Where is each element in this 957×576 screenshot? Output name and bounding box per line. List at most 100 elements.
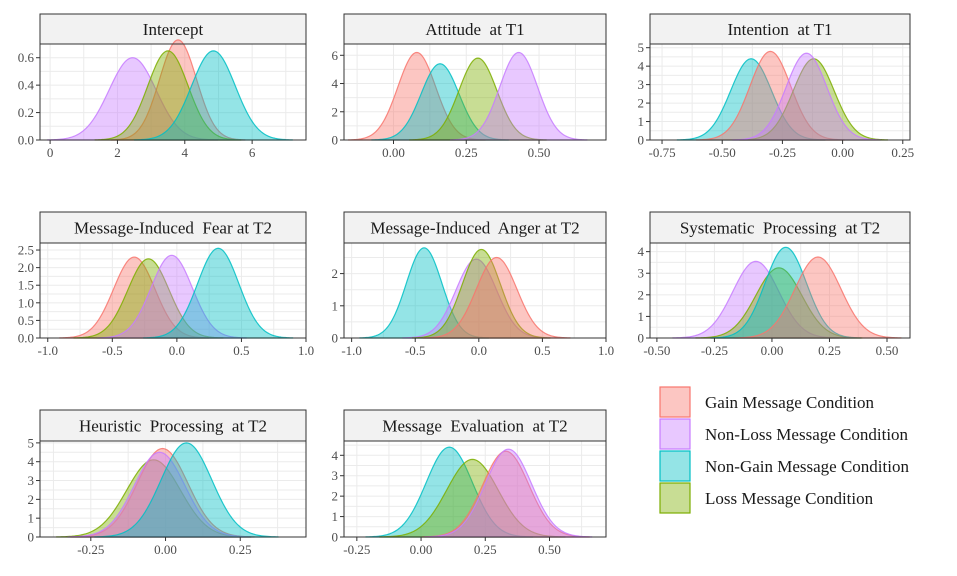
- density-area-gain: [348, 51, 486, 141]
- legend-label: Loss Message Condition: [705, 489, 874, 508]
- legend-swatch: [659, 482, 691, 514]
- legend: Gain Message Condition Non-Loss Message C…: [659, 386, 909, 514]
- y-tick-label: 0: [638, 331, 645, 346]
- y-tick-label: 4: [332, 448, 339, 463]
- panel-background: [344, 44, 606, 140]
- x-tick-label: 1.0: [598, 343, 614, 358]
- y-tick-label: 2: [332, 489, 339, 504]
- x-tick-label: 0.0: [471, 343, 487, 358]
- x-tick-label: -0.25: [343, 542, 370, 557]
- density-area-nonloss: [67, 451, 252, 538]
- y-tick-label: 4: [28, 454, 35, 469]
- legend-label: Gain Message Condition: [705, 393, 875, 412]
- panel-border: [39, 242, 307, 339]
- density-area-nongain: [365, 446, 534, 538]
- density-area-nongain: [94, 442, 279, 538]
- legend-swatch: [659, 450, 691, 482]
- facet-title: Heuristic Processing at T2: [79, 417, 267, 436]
- x-tick-label: 0.25: [474, 542, 497, 557]
- legend-item-nonloss: Non-Loss Message Condition: [659, 418, 909, 450]
- density-area-nonloss: [424, 448, 593, 538]
- density-area-loss: [379, 458, 566, 538]
- y-tick-label: 3: [332, 468, 339, 483]
- facet-title: Systematic Processing at T2: [680, 219, 880, 238]
- gridlines: [650, 243, 910, 339]
- y-tick-label: 2.5: [18, 243, 34, 258]
- x-tick-label: 0.0: [169, 343, 185, 358]
- density-area-loss: [409, 57, 547, 141]
- y-tick-label: 5: [28, 435, 35, 450]
- y-tick-label: 1: [638, 309, 645, 324]
- density-area-loss: [94, 50, 242, 141]
- y-tick-label: 1: [638, 114, 645, 129]
- x-tick-label: 0.00: [410, 542, 433, 557]
- y-tick-label: 4: [638, 244, 645, 259]
- facet-strip: [343, 13, 607, 45]
- x-tick-label: -1.0: [341, 343, 362, 358]
- y-tick-label: 6: [332, 48, 339, 63]
- y-tick-label: 0.6: [18, 50, 35, 65]
- x-tick-label: -0.50: [643, 343, 670, 358]
- density-area-nonloss: [47, 57, 219, 141]
- density-area-nongain: [143, 247, 294, 339]
- y-tick-label: 3: [28, 473, 35, 488]
- legend-swatch: [659, 418, 691, 450]
- x-tick-label: 0.00: [831, 145, 854, 160]
- y-tick-label: 1.5: [18, 278, 34, 293]
- density-area-nonloss: [449, 51, 588, 141]
- y-tick-label: 5: [638, 40, 645, 55]
- legend-item-nongain: Non-Gain Message Condition: [659, 450, 909, 482]
- panel-border: [649, 242, 911, 339]
- facet-title: Message-Induced Anger at T2: [370, 219, 579, 238]
- x-tick-label: 0.5: [233, 343, 249, 358]
- facet-title: Intercept: [143, 20, 204, 39]
- density-area-gain: [696, 50, 845, 141]
- legend-item-loss: Loss Message Condition: [659, 482, 874, 514]
- x-tick-label: -0.5: [102, 343, 123, 358]
- y-tick-label: 2: [332, 266, 339, 281]
- x-tick-label: 0.50: [538, 542, 561, 557]
- y-tick-label: 0: [638, 133, 645, 148]
- density-area-loss: [412, 248, 551, 339]
- density-area-nongain: [134, 50, 293, 141]
- y-tick-label: 0: [28, 530, 35, 545]
- x-tick-label: -0.25: [701, 343, 728, 358]
- facet-panel: Heuristic Processing at T2 -0.25 0.00 0.25 0…: [28, 409, 307, 557]
- density-area-nongain: [676, 58, 826, 141]
- y-tick-label: 0.0: [18, 133, 34, 148]
- facet-panels: Intercept 0 2 4 6 0.0 0.2 0.4 0.6 Attitude at T1 0…: [18, 13, 914, 557]
- legend-item-gain: Gain Message Condition: [659, 386, 875, 418]
- y-tick-label: 0: [332, 331, 339, 346]
- y-tick-label: 0.2: [18, 105, 34, 120]
- y-tick-label: 2: [638, 96, 645, 111]
- legend-label: Non-Gain Message Condition: [705, 457, 909, 476]
- facet-panel: Attitude at T1 0.00 0.25 0.50 0 2 4 6: [332, 13, 607, 160]
- facet-strip: [39, 409, 307, 442]
- density-area-gain: [422, 450, 590, 538]
- density-area-gain: [110, 39, 246, 141]
- y-tick-label: 2: [28, 492, 35, 507]
- facet-panel: Message-Induced Anger at T2 -1.0 -0.5 0.0 0.…: [332, 211, 614, 358]
- y-tick-label: 2.0: [18, 260, 34, 275]
- y-tick-label: 2: [332, 104, 339, 119]
- facet-panel: Intention at T1 -0.75 -0.50 -0.25 0.00 0.25 0 1…: [638, 13, 914, 160]
- density-area-gain: [70, 447, 255, 538]
- density-area-loss: [73, 258, 224, 339]
- panel-background: [40, 441, 306, 537]
- density-area-nongain: [371, 63, 509, 141]
- y-tick-label: 2: [638, 287, 645, 302]
- density-area-loss: [56, 459, 252, 538]
- facet-strip: [39, 211, 307, 244]
- panel-border: [649, 43, 911, 141]
- legend-swatch: [659, 386, 691, 418]
- x-tick-label: 0.25: [891, 145, 914, 160]
- x-tick-label: 0.00: [761, 343, 784, 358]
- density-area-nonloss: [672, 260, 840, 339]
- x-tick-label: 6: [249, 145, 256, 160]
- x-tick-label: -0.75: [648, 145, 675, 160]
- x-tick-label: -0.5: [405, 343, 426, 358]
- legend-label: Non-Loss Message Condition: [705, 425, 909, 444]
- y-tick-label: 0.4: [18, 78, 35, 93]
- x-tick-label: 0.5: [534, 343, 550, 358]
- y-tick-label: 1: [332, 509, 339, 524]
